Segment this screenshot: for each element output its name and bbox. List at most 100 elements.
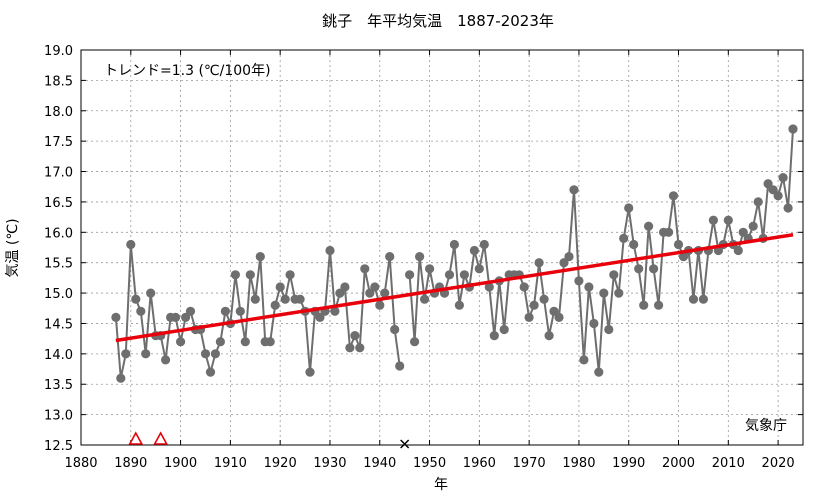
data-point (131, 294, 141, 304)
data-point (698, 294, 709, 304)
y-tick-label: 18.0 (44, 105, 73, 120)
data-point (753, 197, 763, 207)
data-point (529, 300, 539, 310)
source-label: 気象庁 (745, 418, 787, 434)
data-point (410, 337, 420, 347)
cross-stroke (400, 439, 410, 449)
data-point (738, 227, 748, 237)
data-point (629, 239, 639, 250)
x-tick-label: 1950 (413, 456, 446, 471)
data-point (773, 191, 783, 201)
data-point (559, 258, 569, 268)
data-point (121, 349, 131, 359)
y-tick-label: 16.5 (44, 196, 73, 211)
data-point (235, 306, 245, 316)
y-tick-label: 15.5 (44, 257, 73, 272)
data-point (355, 343, 365, 353)
data-point (688, 294, 699, 304)
data-point (723, 215, 733, 225)
data-point (335, 288, 345, 298)
x-tick-label: 1940 (363, 456, 396, 471)
y-tick-label: 13.5 (44, 378, 73, 393)
data-point (136, 306, 146, 316)
x-tick-label: 1970 (513, 456, 546, 471)
data-point (668, 191, 679, 201)
data-point (549, 306, 559, 316)
x-tick-label: 2020 (762, 456, 795, 471)
y-tick-label: 17.0 (44, 166, 73, 181)
x-tick-label: 1980 (562, 456, 595, 471)
data-point (783, 203, 793, 213)
data-point (116, 373, 126, 383)
data-point (639, 300, 649, 310)
data-point (425, 264, 435, 274)
data-point (250, 294, 260, 304)
data-point (375, 300, 385, 310)
data-point (215, 337, 225, 347)
data-point (210, 349, 220, 359)
data-point (350, 331, 360, 341)
data-point (624, 203, 634, 213)
event-markers (128, 431, 410, 449)
grid-lines (81, 50, 803, 445)
trend-line-group (115, 233, 794, 343)
data-point (474, 264, 484, 274)
trend-line (115, 233, 794, 343)
data-point (340, 282, 350, 292)
plot-frame (80, 49, 804, 446)
data-point (275, 282, 285, 292)
y-tick-label: 18.5 (44, 74, 73, 89)
data-point (444, 270, 455, 280)
data-point (579, 355, 589, 365)
y-tick-label: 16.0 (44, 226, 73, 241)
data-point (763, 179, 773, 189)
y-tick-label: 15.0 (44, 287, 73, 302)
x-tick-label: 1890 (114, 456, 147, 471)
data-point (420, 294, 430, 304)
data-point (185, 306, 196, 316)
x-tick-label: 1930 (313, 456, 346, 471)
y-tick-label: 14.5 (44, 317, 73, 332)
x-tick-label: 2010 (712, 456, 745, 471)
data-point (708, 215, 719, 225)
x-tick-label: 1880 (64, 456, 97, 471)
data-point (245, 270, 255, 280)
data-point (599, 288, 609, 298)
data-point (584, 282, 594, 292)
data-point (220, 306, 230, 316)
data-point (141, 349, 151, 359)
y-tick-label: 12.5 (44, 439, 73, 454)
data-point (365, 288, 375, 298)
data-point (459, 270, 469, 280)
data-point (489, 331, 499, 341)
data-point (360, 264, 370, 274)
x-tick-label: 1960 (463, 456, 496, 471)
data-point (634, 264, 644, 274)
data-point (205, 367, 216, 377)
data-point (315, 312, 325, 322)
data-point (280, 294, 290, 304)
data-point (654, 300, 664, 310)
data-point (171, 312, 181, 322)
data-point (673, 239, 684, 250)
data-point (295, 294, 305, 304)
x-axis-title: 年 (434, 477, 448, 493)
data-point (181, 312, 191, 322)
data-point (405, 270, 415, 280)
data-point (146, 288, 156, 298)
data-point (370, 282, 380, 292)
data-point (534, 258, 544, 268)
data-point (539, 294, 549, 304)
data-point (111, 312, 121, 322)
trend-label: トレンド=1.3 (℃/100年) (104, 63, 271, 79)
data-point (604, 324, 614, 335)
data-point (519, 282, 529, 292)
data-point (330, 306, 340, 316)
data-point (733, 245, 743, 256)
data-point (554, 312, 564, 322)
data-point (748, 221, 758, 231)
data-point (609, 270, 619, 280)
y-tick-label: 17.5 (44, 135, 73, 150)
y-tick-label: 13.0 (44, 409, 73, 424)
